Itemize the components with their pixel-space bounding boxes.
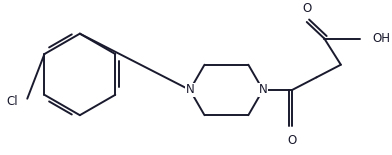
Text: N: N xyxy=(259,83,267,96)
Text: O: O xyxy=(287,134,297,147)
Text: OH: OH xyxy=(372,32,390,45)
Text: Cl: Cl xyxy=(6,95,18,108)
Text: N: N xyxy=(185,83,194,96)
Text: O: O xyxy=(302,2,311,15)
